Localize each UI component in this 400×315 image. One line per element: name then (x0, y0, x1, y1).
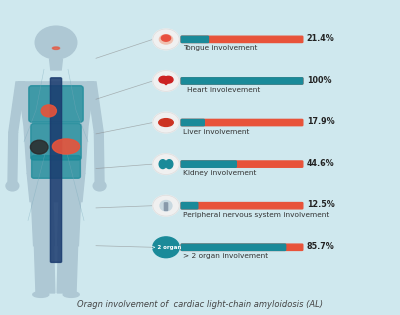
FancyBboxPatch shape (181, 161, 236, 167)
FancyBboxPatch shape (181, 36, 208, 43)
Ellipse shape (164, 76, 173, 83)
Text: Tongue involvement: Tongue involvement (183, 45, 257, 51)
Text: Peripheral nervous system involvement: Peripheral nervous system involvement (183, 212, 329, 218)
FancyBboxPatch shape (181, 78, 303, 84)
Polygon shape (94, 132, 104, 183)
FancyBboxPatch shape (32, 156, 80, 178)
Polygon shape (34, 246, 55, 293)
Circle shape (30, 140, 48, 154)
Polygon shape (31, 195, 54, 246)
Ellipse shape (161, 35, 171, 41)
Text: > 2 organ: > 2 organ (151, 245, 181, 250)
Text: 12.5%: 12.5% (307, 200, 334, 209)
FancyBboxPatch shape (29, 86, 83, 122)
Ellipse shape (33, 292, 49, 297)
Ellipse shape (52, 47, 60, 49)
FancyBboxPatch shape (181, 203, 303, 209)
Circle shape (153, 154, 179, 175)
FancyBboxPatch shape (181, 119, 303, 126)
Polygon shape (58, 195, 81, 246)
Ellipse shape (159, 76, 168, 83)
Ellipse shape (52, 139, 80, 154)
FancyBboxPatch shape (181, 244, 286, 250)
Text: Liver involvement: Liver involvement (183, 129, 249, 135)
FancyBboxPatch shape (181, 119, 204, 126)
Ellipse shape (41, 105, 56, 117)
Polygon shape (87, 82, 103, 132)
Circle shape (35, 26, 77, 59)
Ellipse shape (166, 160, 173, 169)
FancyBboxPatch shape (181, 161, 303, 167)
Text: 100%: 100% (307, 76, 331, 84)
FancyBboxPatch shape (181, 36, 303, 43)
Circle shape (153, 195, 179, 216)
Polygon shape (27, 173, 85, 202)
Circle shape (153, 71, 179, 91)
Polygon shape (162, 81, 170, 85)
Circle shape (153, 29, 179, 50)
Text: Kidney involvement: Kidney involvement (183, 170, 256, 176)
Ellipse shape (160, 201, 172, 211)
Circle shape (93, 181, 106, 191)
Text: Heart involevement: Heart involevement (187, 87, 260, 93)
FancyBboxPatch shape (181, 203, 198, 209)
Ellipse shape (159, 35, 173, 44)
FancyBboxPatch shape (50, 78, 62, 262)
Circle shape (6, 181, 19, 191)
Text: > 2 organ involvement: > 2 organ involvement (183, 253, 268, 259)
Ellipse shape (159, 119, 173, 126)
Text: 85.7%: 85.7% (307, 242, 334, 251)
Text: Oragn involvement of  cardiac light-chain amyloidosis (AL): Oragn involvement of cardiac light-chain… (77, 300, 323, 309)
Polygon shape (18, 82, 94, 173)
FancyBboxPatch shape (181, 244, 303, 250)
Polygon shape (8, 132, 18, 183)
Text: 44.6%: 44.6% (307, 159, 334, 168)
Text: 21.4%: 21.4% (307, 34, 334, 43)
Circle shape (153, 112, 179, 133)
Text: 17.9%: 17.9% (307, 117, 334, 126)
Polygon shape (57, 246, 78, 293)
FancyBboxPatch shape (164, 203, 168, 210)
Ellipse shape (159, 160, 166, 169)
Polygon shape (50, 59, 62, 70)
Ellipse shape (63, 292, 79, 297)
Polygon shape (9, 82, 25, 132)
FancyBboxPatch shape (31, 123, 81, 160)
FancyBboxPatch shape (181, 78, 303, 84)
Circle shape (153, 237, 179, 258)
